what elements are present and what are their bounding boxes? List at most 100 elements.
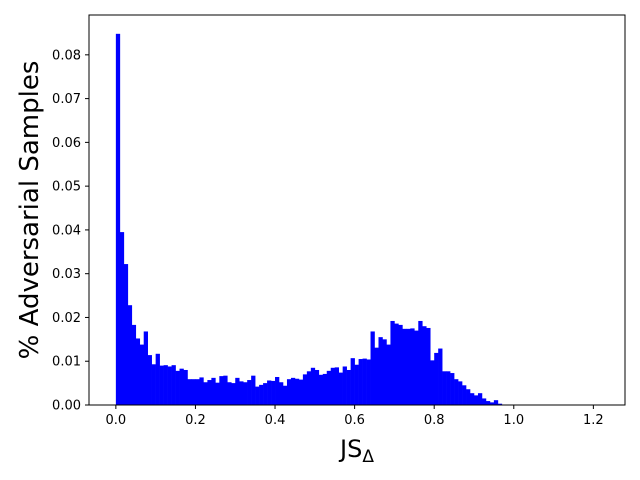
y-tick-label: 0.08	[52, 48, 81, 63]
histogram-bar	[493, 400, 499, 405]
y-tick-label: 0.07	[52, 92, 81, 107]
histogram-bar	[127, 305, 133, 405]
histogram-bar	[390, 320, 395, 405]
histogram-bar	[143, 331, 148, 405]
histogram-bar	[251, 375, 256, 405]
histogram-bar	[167, 366, 172, 405]
histogram-bar	[187, 379, 192, 405]
histogram-bar	[235, 377, 240, 405]
histogram-bar	[227, 382, 232, 405]
histogram-bar	[470, 393, 475, 405]
plot-frame	[88, 14, 626, 406]
histogram-bar	[362, 358, 367, 405]
histogram-bar	[207, 380, 212, 405]
x-tick-label: 0.8	[424, 413, 445, 428]
histogram-bar	[191, 379, 196, 405]
histogram-bar	[282, 385, 288, 405]
x-tick-label: 0.0	[106, 413, 127, 428]
histogram-bar	[219, 376, 224, 405]
histogram-bar	[215, 382, 220, 405]
histogram-bar	[330, 367, 336, 405]
histogram-bar	[302, 374, 308, 405]
histogram-bar	[346, 369, 351, 405]
x-axis-ticks: 0.0 0.2 0.4 0.6 0.8 1.0 1.2	[106, 405, 604, 428]
histogram-bar	[366, 359, 371, 405]
histogram-bar	[473, 395, 479, 405]
histogram-bar	[151, 364, 156, 405]
x-axis-label-main: JS	[338, 435, 362, 463]
histogram-bar	[378, 337, 383, 405]
histogram-bar	[422, 326, 427, 405]
histogram-bar	[477, 393, 483, 405]
histogram-bar	[286, 379, 292, 405]
histogram-bar	[183, 369, 188, 405]
histogram-bar	[195, 379, 200, 405]
histogram-bar	[398, 324, 403, 405]
bar-group	[115, 33, 515, 405]
y-axis-label: % Adversarial Samples	[15, 61, 45, 360]
histogram-bar	[171, 365, 176, 405]
histogram-bar	[290, 377, 296, 405]
histogram-bar	[239, 381, 244, 405]
histogram-bar	[426, 327, 431, 405]
histogram-bar	[115, 33, 121, 405]
histogram-bar	[119, 232, 125, 405]
histogram-bar	[485, 401, 491, 405]
histogram-bar	[159, 365, 164, 405]
x-axis-label: JSΔ	[338, 435, 374, 467]
histogram-bar	[394, 323, 399, 405]
histogram-bar	[430, 360, 435, 405]
histogram-bar	[314, 369, 320, 405]
y-tick-label: 0.06	[52, 136, 81, 151]
histogram-bar	[211, 377, 216, 405]
y-tick-label: 0.04	[52, 223, 81, 238]
histogram-bar	[354, 364, 359, 405]
histogram-bar	[370, 331, 375, 405]
histogram-bar	[123, 264, 129, 405]
histogram-bar	[414, 330, 419, 405]
histogram-bar	[410, 328, 415, 405]
x-tick-label: 1.0	[503, 413, 524, 428]
histogram-bar	[175, 370, 180, 405]
histogram-bar	[131, 324, 137, 405]
histogram-bar	[294, 378, 300, 405]
histogram-bar	[446, 371, 451, 405]
histogram-bar	[338, 372, 343, 405]
histogram-bar	[406, 328, 411, 405]
histogram-bar	[438, 348, 443, 405]
histogram-bar	[243, 382, 248, 405]
histogram-bar	[382, 339, 387, 405]
histogram-bar	[466, 389, 471, 405]
histogram-bar	[135, 338, 141, 405]
histogram-bar	[318, 374, 324, 405]
histogram-bar	[350, 358, 355, 405]
histogram-bar	[271, 380, 276, 405]
x-tick-label: 0.4	[265, 413, 286, 428]
histogram-bar	[374, 347, 379, 405]
histogram-bar	[306, 371, 312, 405]
y-tick-label: 0.02	[52, 311, 81, 326]
histogram-bar	[326, 370, 332, 405]
x-tick-label: 0.6	[344, 413, 365, 428]
histogram-bar	[247, 380, 252, 405]
histogram-bar	[310, 367, 316, 405]
histogram-bar	[481, 398, 487, 405]
histogram-bar	[334, 367, 339, 405]
histogram-bar	[263, 383, 268, 405]
histogram-bar	[418, 320, 423, 405]
histogram-bar	[275, 376, 280, 405]
histogram-bar	[267, 380, 272, 405]
histogram-bar	[147, 355, 152, 405]
y-tick-label: 0.03	[52, 267, 81, 282]
histogram-bar	[434, 352, 439, 405]
histogram-bar	[342, 366, 347, 405]
histogram-bar	[223, 375, 228, 405]
histogram-bar	[454, 379, 459, 405]
histogram-bar	[139, 344, 145, 405]
histogram-bar	[386, 344, 391, 405]
y-tick-label: 0.05	[52, 180, 81, 195]
histogram-bar	[402, 328, 407, 405]
y-tick-label: 0.01	[52, 355, 81, 370]
